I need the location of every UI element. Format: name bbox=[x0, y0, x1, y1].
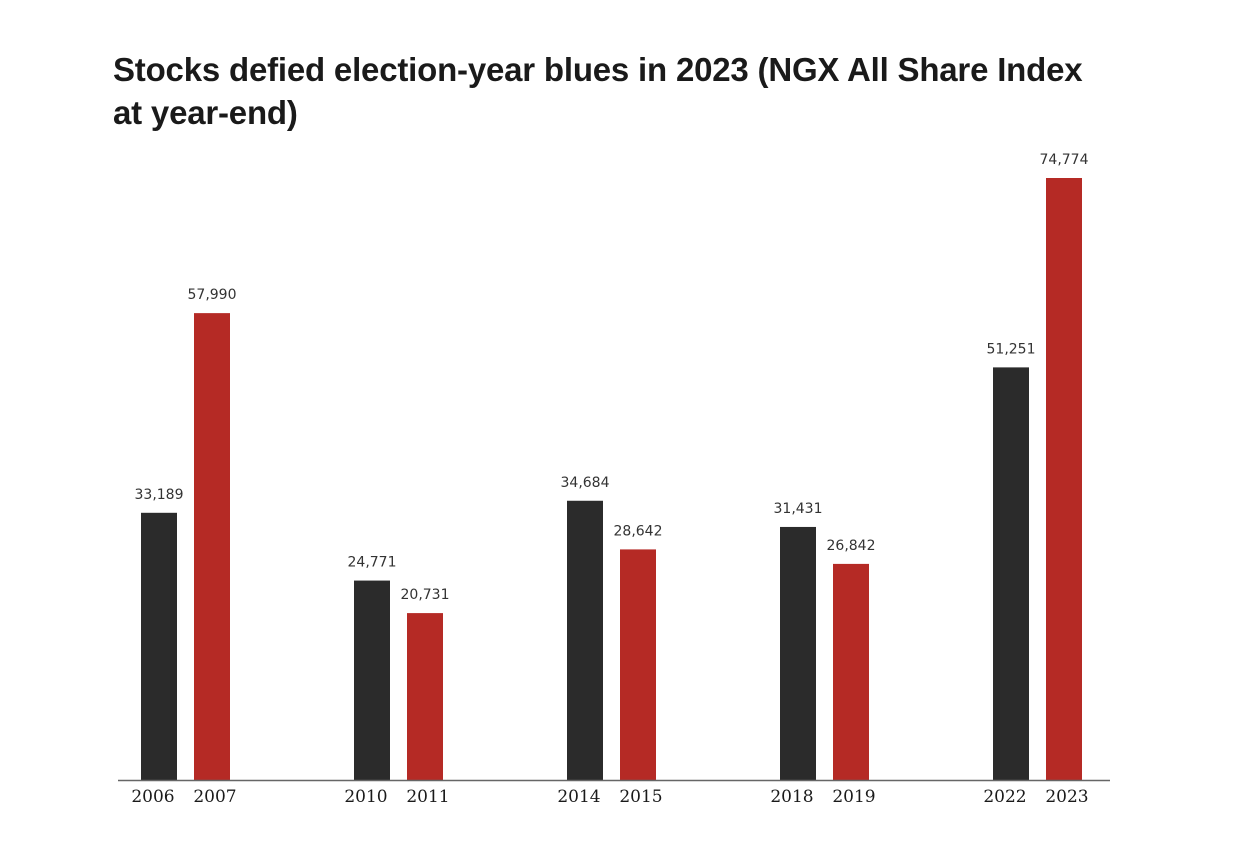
x-tick-2010: 2010 bbox=[344, 787, 387, 807]
value-label-2007: 57,990 bbox=[188, 287, 237, 303]
x-tick-2022: 2022 bbox=[983, 787, 1026, 807]
bar-2015 bbox=[620, 549, 656, 780]
x-tick-2019: 2019 bbox=[832, 787, 875, 807]
x-tick-2011: 2011 bbox=[406, 787, 449, 807]
x-tick-2018: 2018 bbox=[770, 787, 813, 807]
bar-2007 bbox=[194, 313, 230, 780]
value-label-2022: 51,251 bbox=[987, 341, 1036, 357]
bar-2023 bbox=[1046, 178, 1082, 780]
value-label-2018: 31,431 bbox=[774, 501, 823, 517]
bar-2014 bbox=[567, 500, 603, 780]
value-label-2014: 34,684 bbox=[561, 475, 610, 491]
bar-2019 bbox=[833, 563, 869, 780]
bar-2018 bbox=[780, 526, 816, 780]
value-label-2023: 74,774 bbox=[1040, 152, 1089, 168]
value-label-2019: 26,842 bbox=[827, 538, 876, 554]
bar-2022 bbox=[993, 367, 1029, 780]
value-label-2010: 24,771 bbox=[348, 555, 397, 571]
value-label-2011: 20,731 bbox=[401, 587, 450, 603]
bar-2006 bbox=[141, 512, 177, 780]
x-tick-2014: 2014 bbox=[557, 787, 600, 807]
x-tick-2006: 2006 bbox=[131, 787, 174, 807]
x-tick-2007: 2007 bbox=[193, 787, 236, 807]
value-label-2015: 28,642 bbox=[614, 523, 663, 539]
value-label-2006: 33,189 bbox=[135, 487, 184, 503]
bar-2010 bbox=[354, 580, 390, 780]
x-tick-2015: 2015 bbox=[619, 787, 662, 807]
chart-title: Stocks defied election-year blues in 202… bbox=[113, 51, 1083, 131]
bar-2011 bbox=[407, 613, 443, 780]
x-tick-2023: 2023 bbox=[1045, 787, 1088, 807]
